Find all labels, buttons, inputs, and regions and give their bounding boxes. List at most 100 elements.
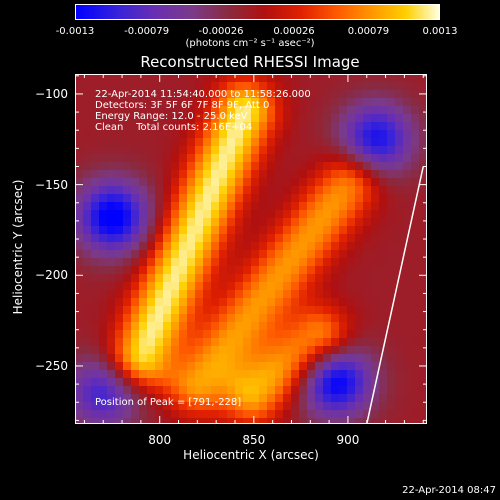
heatmap-cell: [307, 194, 316, 203]
heatmap-cell: [187, 274, 196, 283]
heatmap-cell: [355, 178, 364, 187]
heatmap-cell: [331, 186, 340, 195]
heatmap-cell: [339, 250, 348, 259]
heatmap-cell: [347, 250, 356, 259]
heatmap-cell: [259, 314, 268, 323]
heatmap-cell: [355, 386, 364, 395]
heatmap-cell: [419, 178, 427, 187]
heatmap-cell: [227, 170, 236, 179]
heatmap-cell: [299, 226, 308, 235]
heatmap-cell: [123, 386, 132, 395]
heatmap-cell: [203, 418, 212, 424]
energy-range-text: Energy Range: 12.0 - 25.0 keV: [95, 111, 248, 122]
heatmap-cell: [323, 82, 332, 91]
heatmap-cell: [371, 266, 380, 275]
heatmap-cell: [259, 298, 268, 307]
heatmap-cell: [155, 346, 164, 355]
heatmap-cell: [403, 98, 412, 107]
heatmap-cell: [107, 298, 116, 307]
heatmap-cell: [91, 410, 100, 419]
heatmap-cell: [243, 98, 252, 107]
heatmap-cell: [83, 138, 92, 147]
heatmap-cell: [91, 298, 100, 307]
heatmap-cell: [411, 74, 420, 83]
heatmap-cell: [283, 410, 292, 419]
heatmap-cell: [315, 90, 324, 99]
heatmap-cell: [75, 122, 84, 131]
heatmap-cell: [323, 394, 332, 403]
colorbar-units: (photons cm⁻² s⁻¹ asec⁻²): [185, 38, 315, 49]
heatmap-cell: [179, 234, 188, 243]
heatmap-cell: [147, 146, 156, 155]
heatmap-cell: [187, 218, 196, 227]
heatmap-cell: [171, 330, 180, 339]
heatmap-cell: [179, 290, 188, 299]
heatmap-cell: [251, 258, 260, 267]
heatmap-cell: [155, 314, 164, 323]
heatmap-cell: [155, 114, 164, 123]
heatmap-cell: [219, 282, 228, 291]
heatmap-cell: [411, 226, 420, 235]
heatmap-cell: [323, 218, 332, 227]
heatmap-cell: [131, 250, 140, 259]
heatmap-cell: [131, 290, 140, 299]
heatmap-cell: [403, 74, 412, 83]
heatmap-cell: [123, 234, 132, 243]
heatmap-cell: [339, 306, 348, 315]
heatmap-cell: [83, 250, 92, 259]
heatmap-cell: [227, 162, 236, 171]
heatmap-cell: [387, 362, 396, 371]
heatmap-cell: [179, 242, 188, 251]
heatmap-cell: [203, 298, 212, 307]
heatmap-cell: [307, 338, 316, 347]
heatmap-cell: [203, 402, 212, 411]
heatmap-cell: [83, 146, 92, 155]
heatmap-cell: [219, 138, 228, 147]
heatmap-cell: [403, 282, 412, 291]
heatmap-cell: [115, 394, 124, 403]
heatmap-cell: [355, 354, 364, 363]
heatmap-cell: [155, 386, 164, 395]
heatmap-cell: [219, 114, 228, 123]
heatmap-cell: [363, 290, 372, 299]
heatmap-cell: [411, 378, 420, 387]
heatmap-cell: [267, 82, 276, 91]
heatmap-cell: [91, 258, 100, 267]
heatmap-cell: [139, 154, 148, 163]
heatmap-cell: [203, 194, 212, 203]
heatmap-cell: [363, 106, 372, 115]
heatmap-cell: [235, 418, 244, 424]
heatmap-cell: [387, 186, 396, 195]
heatmap-cell: [347, 154, 356, 163]
heatmap-cell: [227, 242, 236, 251]
heatmap-cell: [267, 162, 276, 171]
heatmap-cell: [331, 322, 340, 331]
heatmap-cell: [115, 386, 124, 395]
heatmap-cell: [139, 306, 148, 315]
heatmap-cell: [171, 402, 180, 411]
heatmap-cell: [323, 290, 332, 299]
heatmap-cell: [107, 234, 116, 243]
heatmap-cell: [195, 258, 204, 267]
heatmap-cell: [307, 274, 316, 283]
heatmap-cell: [259, 346, 268, 355]
heatmap-cell: [371, 354, 380, 363]
heatmap-cell: [243, 106, 252, 115]
heatmap-cell: [363, 346, 372, 355]
heatmap-cell: [251, 330, 260, 339]
heatmap-cell: [339, 266, 348, 275]
footer-date: 22-Apr-2014 08:47: [402, 485, 496, 496]
heatmap-cell: [123, 338, 132, 347]
heatmap-cell: [195, 266, 204, 275]
heatmap-cell: [163, 82, 172, 91]
heatmap-cell: [107, 330, 116, 339]
heatmap-cell: [291, 194, 300, 203]
heatmap-cell: [179, 250, 188, 259]
heatmap-cell: [123, 178, 132, 187]
heatmap-cell: [227, 114, 236, 123]
heatmap-cell: [75, 394, 84, 403]
heatmap-cell: [123, 122, 132, 131]
heatmap-cell: [275, 170, 284, 179]
heatmap-cell: [363, 154, 372, 163]
heatmap-cell: [379, 106, 388, 115]
